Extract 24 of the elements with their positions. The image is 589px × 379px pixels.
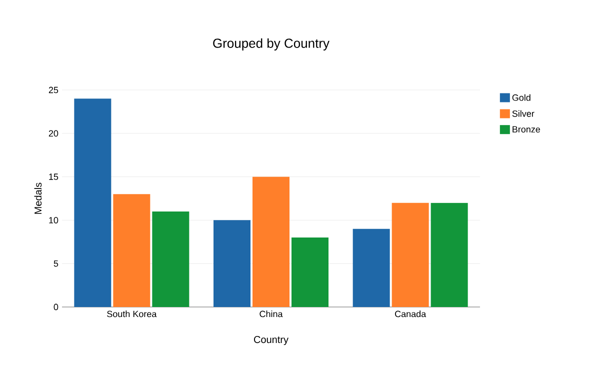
x-axis-title: Country	[254, 336, 288, 346]
bar	[74, 98, 112, 307]
y-tick-label: 15	[49, 174, 58, 180]
y-tick-label: 10	[49, 216, 58, 224]
x-tick-label: Canada	[395, 310, 426, 318]
bar	[352, 228, 390, 307]
y-axis-title: Medals	[34, 182, 42, 214]
bar	[392, 202, 429, 307]
chart-title: Grouped by Country	[213, 38, 330, 50]
bar	[252, 176, 290, 307]
bar	[430, 202, 468, 307]
bar	[292, 238, 329, 307]
y-tick-label: 25	[48, 86, 58, 94]
legend-label: Gold	[512, 94, 530, 101]
legend-label: Bronze	[512, 126, 540, 133]
x-tick-label: South Korea	[107, 310, 157, 318]
bar	[214, 220, 251, 307]
legend-label: Silver	[512, 110, 534, 117]
y-tick-label: 20	[48, 130, 58, 137]
y-tick-label: 5	[54, 260, 58, 267]
y-tick-label: 0	[54, 304, 58, 310]
bar	[152, 212, 190, 307]
bar	[113, 194, 150, 307]
x-tick-label: China	[260, 310, 283, 318]
